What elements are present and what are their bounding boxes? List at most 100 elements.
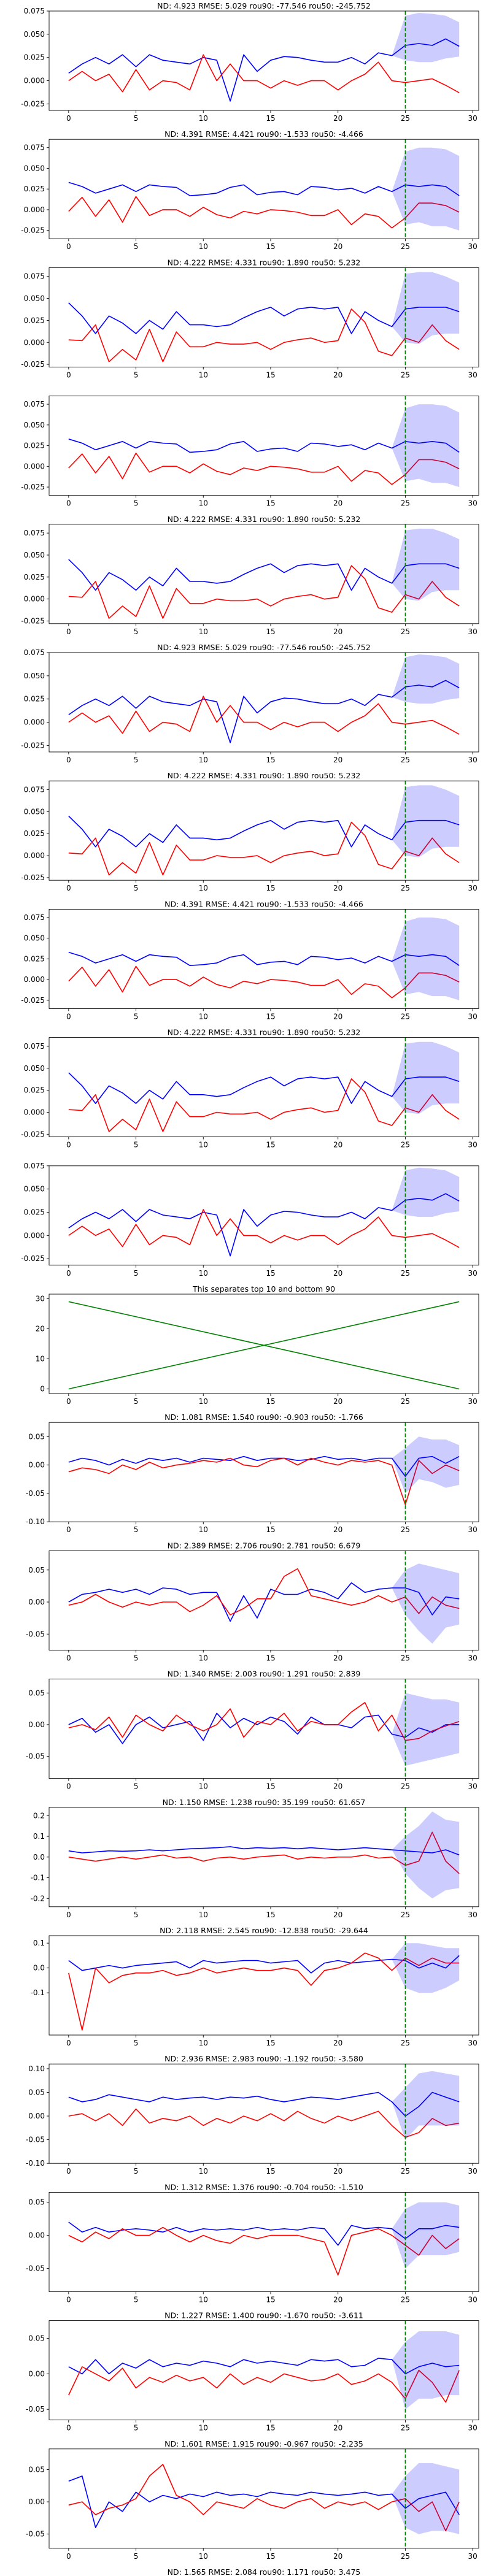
x-tick-label: 20 — [333, 1782, 342, 1791]
x-tick-label: 0 — [66, 2424, 71, 2432]
chart-panel-1: ND: 4.923 RMSE: 5.029 rou90: -77.546 rou… — [21, 1, 479, 123]
confidence-band — [392, 1693, 460, 1766]
confidence-band — [392, 1167, 460, 1217]
chart-panel-11: This separates top 10 and bottom 90 0 5 10 1… — [36, 1284, 479, 1406]
actual-line — [68, 452, 460, 485]
chart-panel-12: ND: 1.081 RMSE: 1.540 rou90: -0.903 rou5… — [26, 1413, 479, 1534]
actual-line — [68, 2108, 460, 2138]
axes-frame — [48, 1679, 479, 1779]
x-tick-label: 0 — [66, 627, 71, 636]
y-tick-label: -0.05 — [26, 2530, 45, 2539]
x-tick-label: 5 — [134, 114, 139, 123]
actual-line — [68, 965, 460, 999]
x-tick-label: 15 — [266, 1525, 275, 1534]
y-tick-label: 0.000 — [24, 851, 45, 860]
x-tick-label: 5 — [134, 1525, 139, 1534]
x-tick-label: 10 — [199, 1012, 208, 1021]
y-tick-label: 0.050 — [24, 164, 45, 172]
y-tick-label: 0.075 — [24, 400, 45, 408]
y-tick-label: -0.025 — [21, 226, 45, 235]
divider-line-2 — [68, 1301, 460, 1390]
chart-title: ND: 2.118 RMSE: 2.545 rou90: -12.838 rou… — [160, 1926, 368, 1935]
y-tick-label: 0.00 — [28, 2112, 45, 2120]
y-tick-label: -0.05 — [26, 2136, 45, 2144]
y-tick-label: 0.000 — [24, 77, 45, 85]
x-tick-label: 20 — [333, 1397, 342, 1406]
chart-title: ND: 4.391 RMSE: 4.421 rou90: -1.533 rou5… — [164, 899, 363, 908]
confidence-band — [392, 1041, 460, 1114]
actual-line — [68, 2366, 460, 2403]
prediction-line — [68, 2091, 460, 2117]
x-tick-label: 0 — [66, 1012, 71, 1021]
actual-line — [68, 565, 460, 619]
axes-frame — [48, 1165, 479, 1266]
y-tick-label: 20 — [36, 1324, 45, 1333]
y-tick-label: 0.05 — [28, 1566, 45, 1574]
axes-frame — [48, 524, 479, 624]
chart-title: ND: 4.923 RMSE: 5.029 rou90: -77.546 rou… — [157, 643, 371, 652]
y-tick-label: 0.025 — [24, 954, 45, 963]
confidence-band — [392, 785, 460, 857]
y-tick-label: 0.00 — [28, 2497, 45, 2506]
actual-line — [68, 2226, 460, 2276]
x-tick-label: 25 — [401, 1269, 410, 1278]
y-tick-label: -0.025 — [21, 99, 45, 108]
y-tick-label: -0.1 — [31, 1988, 45, 1997]
y-tick-label: -0.025 — [21, 741, 45, 749]
y-tick-label: -0.025 — [21, 996, 45, 1005]
x-tick-label: 5 — [134, 1012, 139, 1021]
y-tick-label: 0.050 — [24, 551, 45, 559]
x-tick-label: 25 — [401, 1141, 410, 1149]
actual-line — [68, 1702, 460, 1741]
y-tick-label: 0.050 — [24, 934, 45, 943]
x-tick-label: 20 — [333, 1654, 342, 1662]
x-tick-label: 30 — [468, 1911, 477, 1919]
x-tick-label: 0 — [66, 1397, 71, 1406]
x-tick-label: 20 — [333, 2167, 342, 2175]
x-tick-label: 25 — [401, 1782, 410, 1791]
y-tick-label: -0.025 — [21, 616, 45, 625]
prediction-line — [68, 1193, 460, 1257]
x-tick-label: 30 — [468, 2295, 477, 2304]
y-tick-label: 0.025 — [24, 1208, 45, 1217]
confidence-band — [392, 2202, 460, 2269]
chart-panel-16: ND: 2.118 RMSE: 2.545 rou90: -12.838 rou… — [31, 1926, 479, 2047]
y-tick-label: 0.00 — [28, 2369, 45, 2378]
confidence-band — [392, 13, 460, 63]
x-tick-label: 30 — [468, 884, 477, 892]
y-tick-label: 0.05 — [28, 2465, 45, 2474]
x-tick-label: 30 — [468, 2424, 477, 2432]
x-tick-label: 25 — [401, 1397, 410, 1406]
axes-frame — [48, 267, 479, 367]
x-tick-label: 10 — [199, 627, 208, 636]
x-tick-label: 30 — [468, 242, 477, 251]
plot-area — [68, 13, 460, 102]
prediction-line — [68, 38, 460, 102]
plot-area — [68, 147, 460, 231]
x-tick-label: 5 — [134, 2552, 139, 2561]
axes-frame — [48, 1037, 479, 1138]
y-tick-label: 0.050 — [24, 294, 45, 303]
y-tick-label: 0.05 — [28, 1432, 45, 1441]
chart-panel-17: ND: 2.936 RMSE: 2.983 rou90: -1.192 rou5… — [26, 2054, 479, 2175]
x-tick-label: 0 — [66, 242, 71, 251]
plot-area — [68, 1041, 460, 1132]
plot-area — [68, 1301, 460, 1390]
x-tick-label: 0 — [66, 2295, 71, 2304]
chart-panel-6: ND: 4.923 RMSE: 5.029 rou90: -77.546 rou… — [21, 643, 479, 764]
actual-line — [68, 1831, 460, 1874]
plot-area — [68, 1693, 460, 1766]
plot-area — [68, 654, 460, 743]
y-tick-label: 0.05 — [28, 1689, 45, 1697]
y-tick-label: -0.2 — [31, 1894, 45, 1903]
x-tick-label: 10 — [199, 2039, 208, 2047]
y-tick-label: -0.025 — [21, 1254, 45, 1263]
x-tick-label: 30 — [468, 1782, 477, 1791]
actual-line — [68, 1568, 460, 1616]
x-tick-label: 10 — [199, 114, 208, 123]
x-tick-label: 10 — [199, 2424, 208, 2432]
plot-area — [68, 404, 460, 488]
chart-title: ND: 2.936 RMSE: 2.983 rou90: -1.192 rou5… — [164, 2054, 363, 2063]
x-tick-label: 25 — [401, 756, 410, 764]
